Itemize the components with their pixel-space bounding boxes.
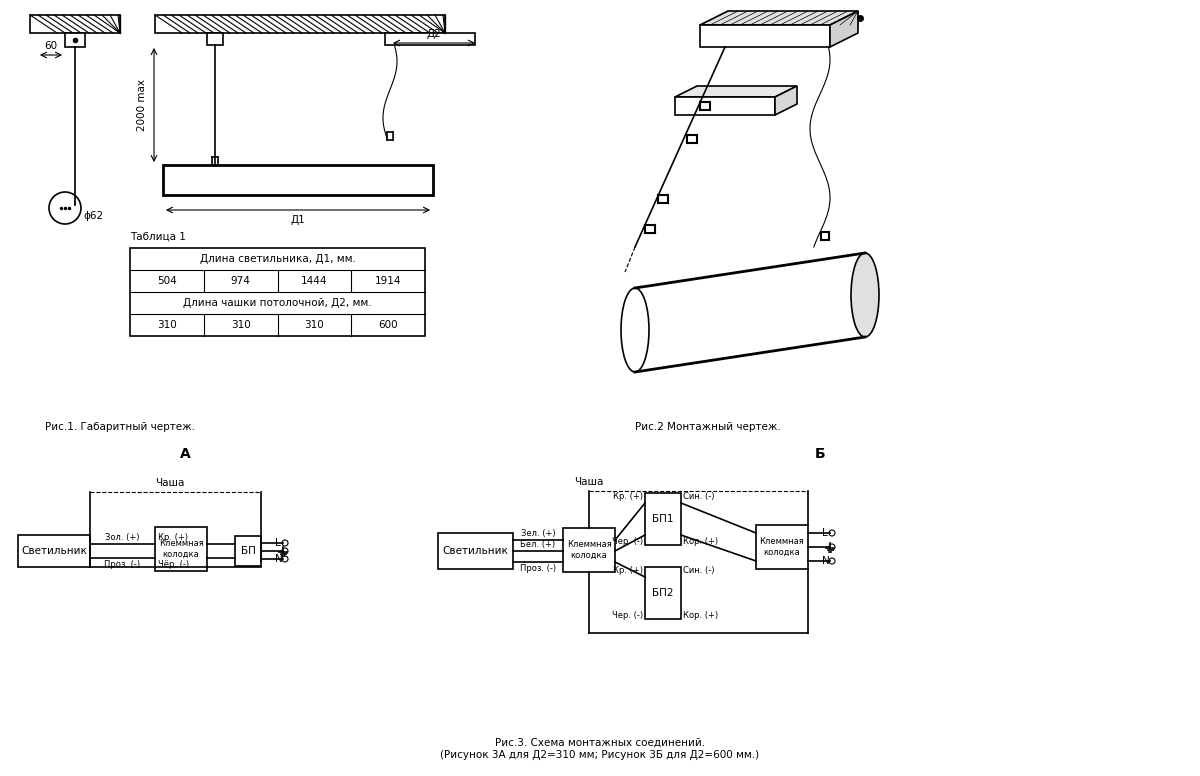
Text: L: L bbox=[275, 538, 281, 548]
Text: Чаша: Чаша bbox=[575, 477, 604, 487]
Text: 504: 504 bbox=[157, 276, 176, 286]
Bar bbox=[65, 33, 85, 47]
Bar bbox=[18, 535, 90, 567]
Text: Светильник: Светильник bbox=[22, 546, 86, 556]
Bar bbox=[563, 528, 616, 572]
Text: Зол. (+): Зол. (+) bbox=[106, 533, 139, 542]
Text: Кр. (+): Кр. (+) bbox=[158, 533, 188, 542]
Text: А: А bbox=[180, 447, 191, 461]
Text: Син. (-): Син. (-) bbox=[683, 566, 714, 575]
Text: Клеммная
колодка: Клеммная колодка bbox=[760, 537, 804, 556]
Circle shape bbox=[49, 192, 82, 224]
Text: Рис.1. Габаритный чертеж.: Рис.1. Габаритный чертеж. bbox=[46, 422, 194, 432]
Text: Чер. (-): Чер. (-) bbox=[612, 611, 643, 620]
Circle shape bbox=[282, 548, 288, 554]
Text: 974: 974 bbox=[230, 276, 251, 286]
Text: Чер. (-): Чер. (-) bbox=[612, 537, 643, 546]
Bar bbox=[756, 525, 808, 569]
Polygon shape bbox=[700, 25, 830, 47]
Text: 60: 60 bbox=[44, 41, 58, 51]
Bar bbox=[30, 15, 120, 33]
Bar bbox=[235, 536, 262, 566]
Text: Рис.2 Монтажный чертеж.: Рис.2 Монтажный чертеж. bbox=[635, 422, 781, 432]
Text: Зел. (+): Зел. (+) bbox=[521, 529, 556, 538]
Text: Рис.3. Схема монтажных соединений.
(Рисунок 3А для Д2=310 мм; Рисунок 3Б для Д2=: Рис.3. Схема монтажных соединений. (Рису… bbox=[440, 738, 760, 760]
Bar bbox=[163, 165, 433, 195]
Circle shape bbox=[829, 558, 835, 564]
Ellipse shape bbox=[851, 253, 878, 337]
Text: 1444: 1444 bbox=[301, 276, 328, 286]
Text: Син. (-): Син. (-) bbox=[683, 492, 714, 501]
Text: Длина светильника, Д1, мм.: Длина светильника, Д1, мм. bbox=[199, 254, 355, 264]
Bar bbox=[438, 533, 514, 569]
Bar bbox=[130, 248, 425, 336]
Text: Кор. (+): Кор. (+) bbox=[683, 537, 718, 546]
Text: ϕ62: ϕ62 bbox=[83, 211, 103, 221]
Text: N: N bbox=[822, 556, 829, 566]
Text: 310: 310 bbox=[157, 320, 176, 330]
Circle shape bbox=[829, 544, 835, 550]
Text: 310: 310 bbox=[230, 320, 251, 330]
Polygon shape bbox=[674, 97, 775, 115]
Text: БП: БП bbox=[240, 546, 256, 556]
Bar bbox=[385, 33, 475, 45]
Text: Чаша: Чаша bbox=[155, 478, 185, 488]
Bar bbox=[646, 567, 682, 619]
Text: Д1: Д1 bbox=[290, 215, 305, 225]
Text: Длина чашки потолочной, Д2, мм.: Длина чашки потолочной, Д2, мм. bbox=[184, 298, 372, 308]
Text: Проз. (-): Проз. (-) bbox=[520, 564, 556, 573]
Text: Кр. (+): Кр. (+) bbox=[613, 566, 643, 575]
Bar bbox=[646, 493, 682, 545]
Text: Кор. (+): Кор. (+) bbox=[683, 611, 718, 620]
Text: 600: 600 bbox=[378, 320, 398, 330]
Text: Светильник: Светильник bbox=[443, 546, 509, 556]
Text: БП2: БП2 bbox=[653, 588, 673, 598]
Text: Д2: Д2 bbox=[427, 29, 442, 39]
Text: БП1: БП1 bbox=[653, 514, 673, 524]
Polygon shape bbox=[775, 86, 797, 115]
Text: 1914: 1914 bbox=[374, 276, 401, 286]
Bar bbox=[155, 527, 208, 571]
Text: 2000 max: 2000 max bbox=[137, 79, 148, 131]
Text: N: N bbox=[275, 554, 283, 564]
Text: Клеммная
колодка: Клеммная колодка bbox=[566, 540, 611, 559]
Polygon shape bbox=[700, 11, 858, 25]
Circle shape bbox=[282, 556, 288, 562]
Text: Клеммная
колодка: Клеммная колодка bbox=[158, 539, 203, 559]
Text: Б: Б bbox=[815, 447, 826, 461]
Circle shape bbox=[282, 540, 288, 546]
Circle shape bbox=[829, 530, 835, 536]
Text: 310: 310 bbox=[305, 320, 324, 330]
Text: Кр. (+): Кр. (+) bbox=[613, 492, 643, 501]
Bar bbox=[208, 33, 223, 45]
Bar bbox=[155, 15, 445, 33]
Text: Таблица 1: Таблица 1 bbox=[130, 232, 186, 242]
Text: Чёр. (-): Чёр. (-) bbox=[158, 560, 190, 569]
Ellipse shape bbox=[622, 288, 649, 372]
Text: Бел. (+): Бел. (+) bbox=[521, 540, 556, 549]
Text: Проз. (-): Проз. (-) bbox=[104, 560, 140, 569]
Polygon shape bbox=[674, 86, 797, 97]
Polygon shape bbox=[830, 11, 858, 47]
Text: L: L bbox=[822, 528, 828, 538]
